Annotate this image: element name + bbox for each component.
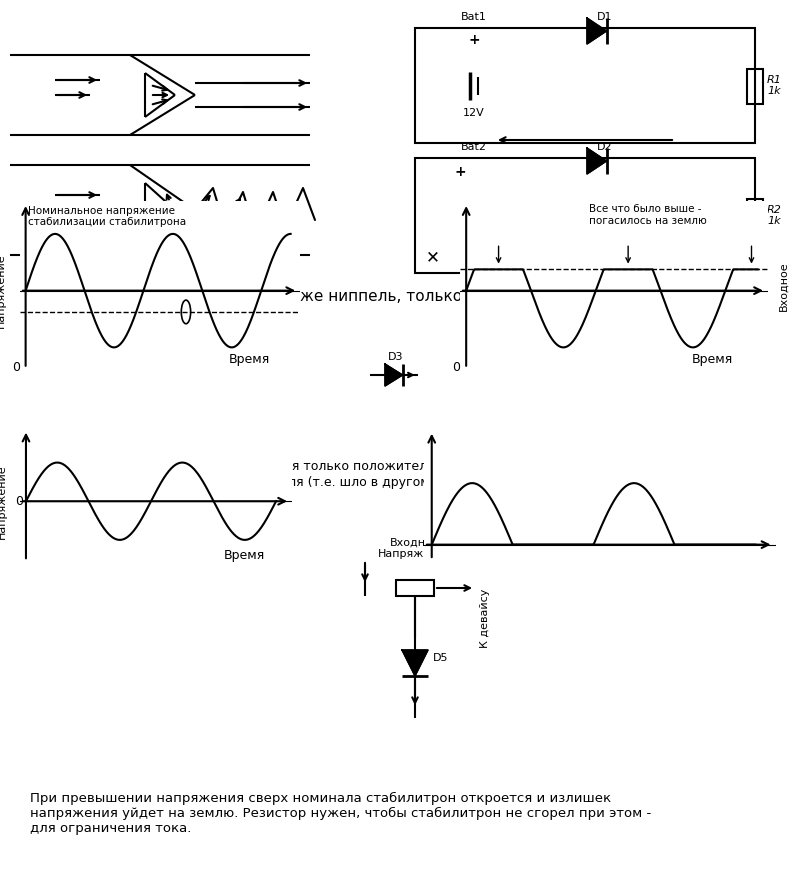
Bar	[747, 198, 763, 233]
Polygon shape	[402, 650, 428, 676]
Text: При превышении напряжения сверх номинала стабилитрон откроется и излишек
напряже: При превышении напряжения сверх номинала…	[30, 792, 651, 835]
Polygon shape	[587, 148, 606, 174]
Text: D3: D3	[388, 352, 404, 362]
Text: ✕: ✕	[568, 248, 582, 266]
Text: R2
1k: R2 1k	[767, 204, 782, 226]
Text: Напряжение: Напряжение	[0, 253, 6, 328]
Text: R1
1k: R1 1k	[767, 75, 782, 96]
Polygon shape	[385, 364, 402, 386]
Text: 0: 0	[15, 495, 23, 508]
Bar	[415, 28, 755, 143]
Text: +: +	[468, 33, 480, 47]
Text: D2: D2	[597, 142, 613, 152]
Text: +: +	[454, 165, 466, 179]
Text: D5: D5	[433, 653, 449, 663]
Text: Номинальное напряжение
стабилизации стабилитрона: Номинальное напряжение стабилизации стаб…	[29, 206, 186, 228]
Bar	[415, 158, 755, 273]
Text: Диод пропустил через себя только положительную полуволну переменного сигнала: Диод пропустил через себя только положит…	[116, 459, 684, 472]
Text: Напряжение: Напряжение	[0, 464, 7, 539]
Text: Входное: Входное	[778, 261, 789, 311]
Text: 0: 0	[12, 361, 20, 374]
Bar	[747, 68, 763, 104]
Text: ✕: ✕	[508, 248, 522, 266]
Text: К девайсу: К девайсу	[480, 588, 490, 648]
Text: Входное
Напряжение: Входное Напряжение	[378, 537, 452, 559]
Text: ✕: ✕	[426, 248, 440, 266]
Text: Время: Время	[224, 549, 266, 562]
Text: Bat1: Bat1	[461, 12, 487, 22]
Text: 12V: 12V	[463, 108, 485, 119]
Text: Bat2: Bat2	[461, 142, 487, 152]
Text: Все, что было ниже нуля (т.е. шло в другом направлении) "завязло" на диоде.: Все, что было ниже нуля (т.е. шло в друг…	[138, 476, 662, 489]
Text: D1: D1	[598, 12, 613, 22]
Polygon shape	[587, 18, 606, 44]
Text: Время: Время	[692, 353, 733, 366]
Text: 0: 0	[452, 361, 460, 374]
Text: Время: Время	[229, 353, 270, 366]
Bar	[396, 580, 434, 596]
Text: 12V: 12V	[463, 238, 485, 249]
Text: Диод - тот же ниппель, только электрический: Диод - тот же ниппель, только электричес…	[211, 288, 589, 304]
Text: Все что было выше -
погасилось на землю: Все что было выше - погасилось на землю	[590, 204, 707, 226]
